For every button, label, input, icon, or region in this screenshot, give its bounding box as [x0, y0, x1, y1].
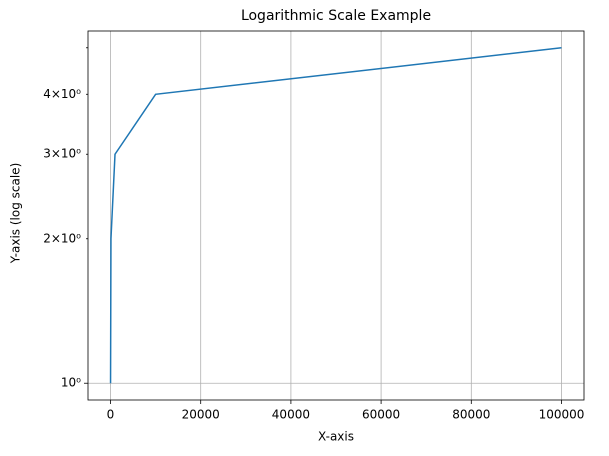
x-tick-label: 0 [107, 408, 115, 422]
x-tick-label: 100000 [539, 408, 585, 422]
x-tick-label: 80000 [452, 408, 490, 422]
line-series [109, 47, 562, 384]
x-tick-label: 60000 [362, 408, 400, 422]
y-tick-label: 4×10⁰ [43, 87, 81, 101]
x-tick-label: 40000 [272, 408, 310, 422]
y-tick-label: 10⁰ [61, 376, 81, 390]
y-axis-label: Y-axis (log scale) [9, 163, 23, 264]
x-axis-label: X-axis [318, 430, 354, 444]
y-tick-label: 2×10⁰ [43, 231, 81, 245]
y-tick-label: 3×10⁰ [43, 147, 81, 161]
plot-frame [87, 30, 585, 401]
x-tick-label: 20000 [182, 408, 220, 422]
chart-title: Logarithmic Scale Example [241, 8, 431, 24]
